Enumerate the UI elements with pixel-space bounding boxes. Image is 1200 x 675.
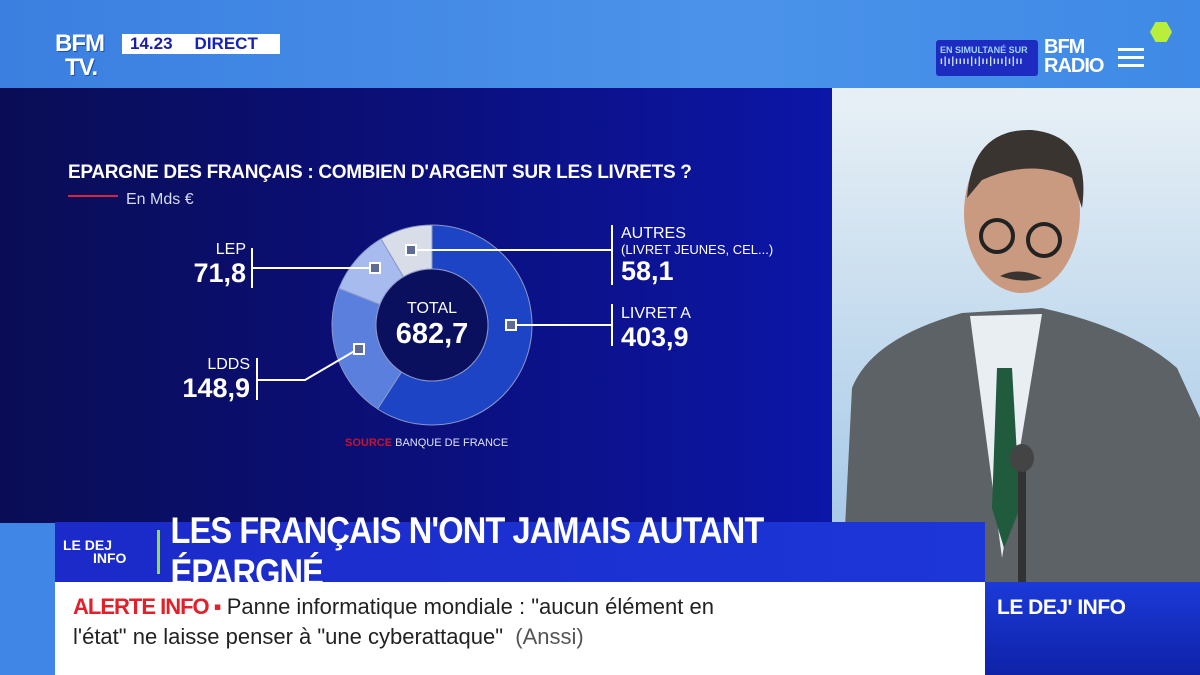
marker-lep: [369, 262, 381, 274]
marker-livret-a: [505, 319, 517, 331]
headline-text: LES FRANÇAIS N'ONT JAMAIS AUTANT ÉPARGNÉ: [170, 510, 765, 593]
label-livret-a: LIVRET A 403,9: [621, 305, 691, 352]
chart-unit: En Mds €: [126, 191, 194, 208]
leader-line-ldds: [258, 348, 359, 381]
news-ticker: ALERTE INFO ▪ Panne informatique mondial…: [55, 582, 985, 675]
ticker-line-1: Panne informatique mondiale : "aucun élé…: [226, 594, 714, 619]
headline-banner: LE DEJ INFO LES FRANÇAIS N'ONT JAMAIS AUT…: [55, 510, 985, 593]
simulcast-badge: EN SIMULTANÉ SUR ı|ı|ıııı|ı|ıı|ııı|ı|ıı: [936, 40, 1038, 76]
ticker-line-2: l'état" ne laisse penser à "une cyberatt…: [73, 624, 504, 649]
chart-source: SOURCE BANQUE DE FRANCE: [345, 437, 509, 449]
label-ldds: LDDS 148,9: [182, 356, 250, 403]
chart-title: EPARGNE DES FRANÇAIS : COMBIEN D'ARGENT …: [68, 162, 692, 183]
marker-ldds: [353, 343, 365, 355]
menu-icon: [1118, 48, 1144, 72]
ticker-source: (Anssi): [515, 624, 584, 649]
presenter-image: [842, 129, 1200, 588]
alert-label: ALERTE INFO ▪: [73, 594, 222, 619]
donut-hole: [375, 268, 489, 382]
label-lep: LEP 71,8: [193, 241, 246, 288]
live-clock: 14.23 DIRECT: [122, 34, 280, 54]
hexagon-icon: [1150, 22, 1172, 42]
bfmtv-logo: BFM TV.: [55, 30, 105, 81]
show-name-box: LE DEJ' INFO: [985, 582, 1200, 675]
label-autres: AUTRES (LIVRET JEUNES, CEL...) 58,1: [621, 225, 774, 286]
show-logo: LE DEJ INFO: [55, 530, 161, 574]
live-label: DIRECT: [194, 34, 258, 53]
marker-autres: [405, 244, 417, 256]
time: 14.23: [130, 34, 173, 53]
donut-center: TOTAL 682,7: [395, 300, 469, 350]
audio-wave-icon: ı|ı|ıııı|ı|ıı|ııı|ı|ıı: [940, 56, 1024, 67]
donut-chart: [251, 224, 613, 426]
studio-camera: [832, 88, 1200, 588]
title-underline: [68, 195, 118, 197]
bfm-radio-logo: BFM RADIO: [1044, 36, 1104, 77]
